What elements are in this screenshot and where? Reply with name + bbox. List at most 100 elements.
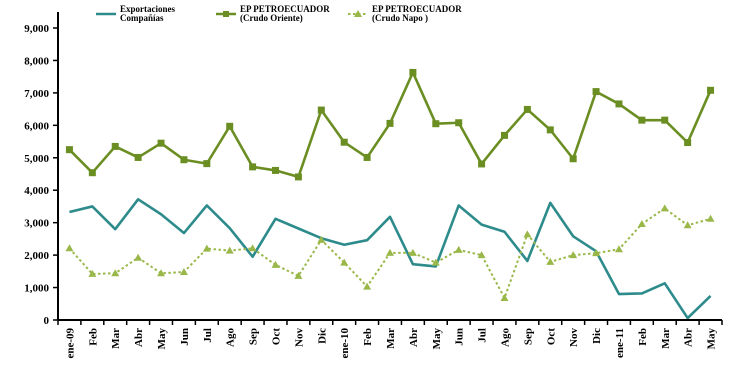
x-tick-label: Oct xyxy=(271,328,283,345)
x-tick-label: Nov xyxy=(293,328,305,347)
y-tick-label: 2,000 xyxy=(24,250,49,262)
x-axis: ene-09 Feb Mar Abr May Jun Jul Ago Sep Oct Nov Dic e… xyxy=(57,319,723,359)
data-point xyxy=(523,230,532,238)
x-tick-label: May xyxy=(156,328,168,350)
data-point xyxy=(65,244,74,252)
data-point xyxy=(111,142,119,150)
y-tick-label: 4,000 xyxy=(24,185,49,197)
data-point xyxy=(592,249,601,257)
data-point xyxy=(569,155,577,163)
y-axis: 0 1,000 2,000 3,000 4,000 5,000 6,000 7,000 8,00… xyxy=(24,12,59,327)
data-point xyxy=(340,138,348,146)
data-point xyxy=(294,271,303,279)
legend-item: EP PETROECUADOR(Crudo Oriente) xyxy=(216,4,330,23)
x-tick-label: Abr xyxy=(133,328,145,347)
data-point xyxy=(179,267,188,275)
series-line xyxy=(69,198,712,320)
x-tick-label: Nov xyxy=(568,328,580,347)
y-tick-label: 7,000 xyxy=(24,88,49,100)
x-tick-label: Abr xyxy=(683,328,695,347)
legend-label: Exportaciones xyxy=(120,4,175,14)
x-tick-label: May xyxy=(706,328,718,350)
data-point xyxy=(455,119,463,127)
data-point xyxy=(431,258,440,266)
y-tick-label: 1,000 xyxy=(24,283,49,295)
data-point xyxy=(592,88,600,96)
data-point xyxy=(386,248,394,256)
x-tick-label: ene-09 xyxy=(64,328,76,359)
x-tick-label: May xyxy=(431,328,443,350)
data-point xyxy=(317,106,325,114)
data-point xyxy=(157,269,166,277)
y-tick-label: 6,000 xyxy=(24,120,49,132)
x-tick-label: Abr xyxy=(408,328,420,347)
legend-item: EP PETROECUADOR(Crudo Napo ) xyxy=(348,4,462,23)
legend-marker xyxy=(223,11,229,17)
data-point xyxy=(660,204,669,212)
data-point xyxy=(203,160,211,168)
data-point xyxy=(707,86,715,94)
series-2 xyxy=(65,68,715,181)
x-tick-label: Mar xyxy=(385,328,397,349)
data-point xyxy=(65,146,73,154)
x-tick-label: Dic xyxy=(591,328,603,344)
data-point xyxy=(271,260,280,268)
plot-area xyxy=(65,68,715,320)
y-tick-label: 0 xyxy=(44,315,50,327)
data-point xyxy=(661,116,669,124)
legend-label: (Crudo Oriente) xyxy=(240,13,303,23)
data-point xyxy=(272,166,280,174)
legend-label: EP PETROECUADOR xyxy=(240,4,330,14)
data-point xyxy=(546,126,554,134)
y-tick-label: 3,000 xyxy=(24,218,49,230)
data-point xyxy=(637,219,646,227)
x-tick-label: Mar xyxy=(110,328,122,349)
x-tick-label: Jun xyxy=(454,328,466,346)
data-point xyxy=(408,248,417,256)
legend-label: Compañías xyxy=(120,13,164,23)
data-point xyxy=(500,131,508,139)
data-point xyxy=(294,173,302,181)
data-point xyxy=(226,122,234,130)
legend-marker xyxy=(354,10,362,17)
data-point xyxy=(317,235,326,243)
data-point xyxy=(615,100,623,108)
x-tick-label: Dic xyxy=(316,328,328,344)
data-point xyxy=(157,139,165,147)
data-point xyxy=(684,139,692,147)
data-point xyxy=(134,153,142,161)
y-tick-label: 9,000 xyxy=(24,23,49,35)
legend-label: EP PETROECUADOR xyxy=(372,4,462,14)
data-point xyxy=(248,244,257,252)
x-tick-label: Sep xyxy=(248,328,260,345)
data-point xyxy=(478,160,486,168)
data-point xyxy=(202,244,211,252)
data-point xyxy=(683,221,692,229)
x-tick-label: Feb xyxy=(87,328,99,346)
data-point xyxy=(638,116,646,124)
x-tick-label: Sep xyxy=(522,328,534,345)
series-3 xyxy=(65,204,715,301)
data-point xyxy=(386,119,394,127)
data-point xyxy=(88,269,97,277)
x-tick-label: Jun xyxy=(179,328,191,346)
x-tick-label: Oct xyxy=(545,328,557,345)
data-point xyxy=(454,245,463,253)
data-point xyxy=(340,258,349,266)
data-point xyxy=(569,251,578,259)
x-tick-label: Ago xyxy=(499,328,511,347)
data-point xyxy=(614,245,623,253)
data-point xyxy=(111,269,120,277)
x-tick-label: Feb xyxy=(637,328,649,346)
data-point xyxy=(363,282,372,290)
data-point xyxy=(249,163,257,171)
data-point xyxy=(432,120,440,128)
data-point xyxy=(363,153,371,161)
data-point xyxy=(409,68,417,76)
data-point xyxy=(500,293,509,301)
data-point xyxy=(477,251,486,259)
x-tick-label: ene-10 xyxy=(339,328,351,359)
